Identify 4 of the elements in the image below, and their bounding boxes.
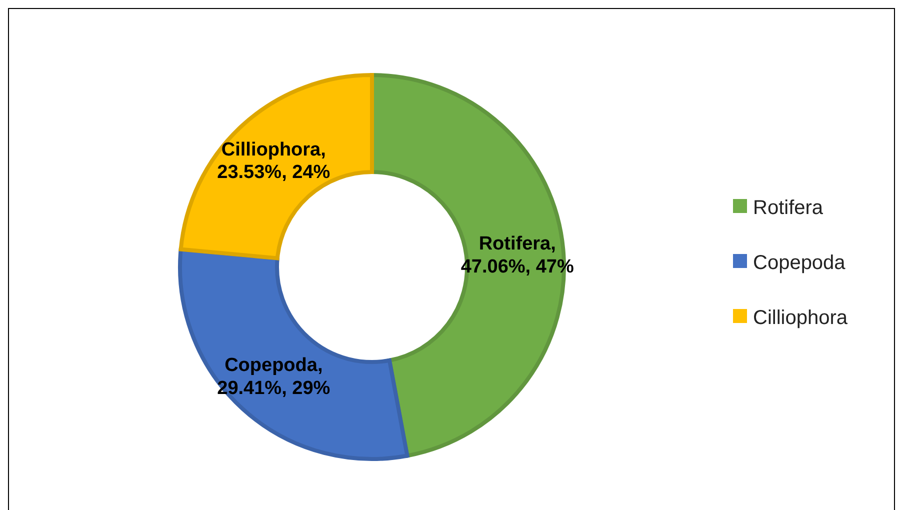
legend-label: Copepoda — [753, 252, 846, 274]
legend-label: Cilliophora — [753, 307, 848, 329]
legend-label: Rotifera — [753, 197, 824, 219]
data-label: Cilliophora, 23.53%, 24% — [217, 139, 330, 184]
